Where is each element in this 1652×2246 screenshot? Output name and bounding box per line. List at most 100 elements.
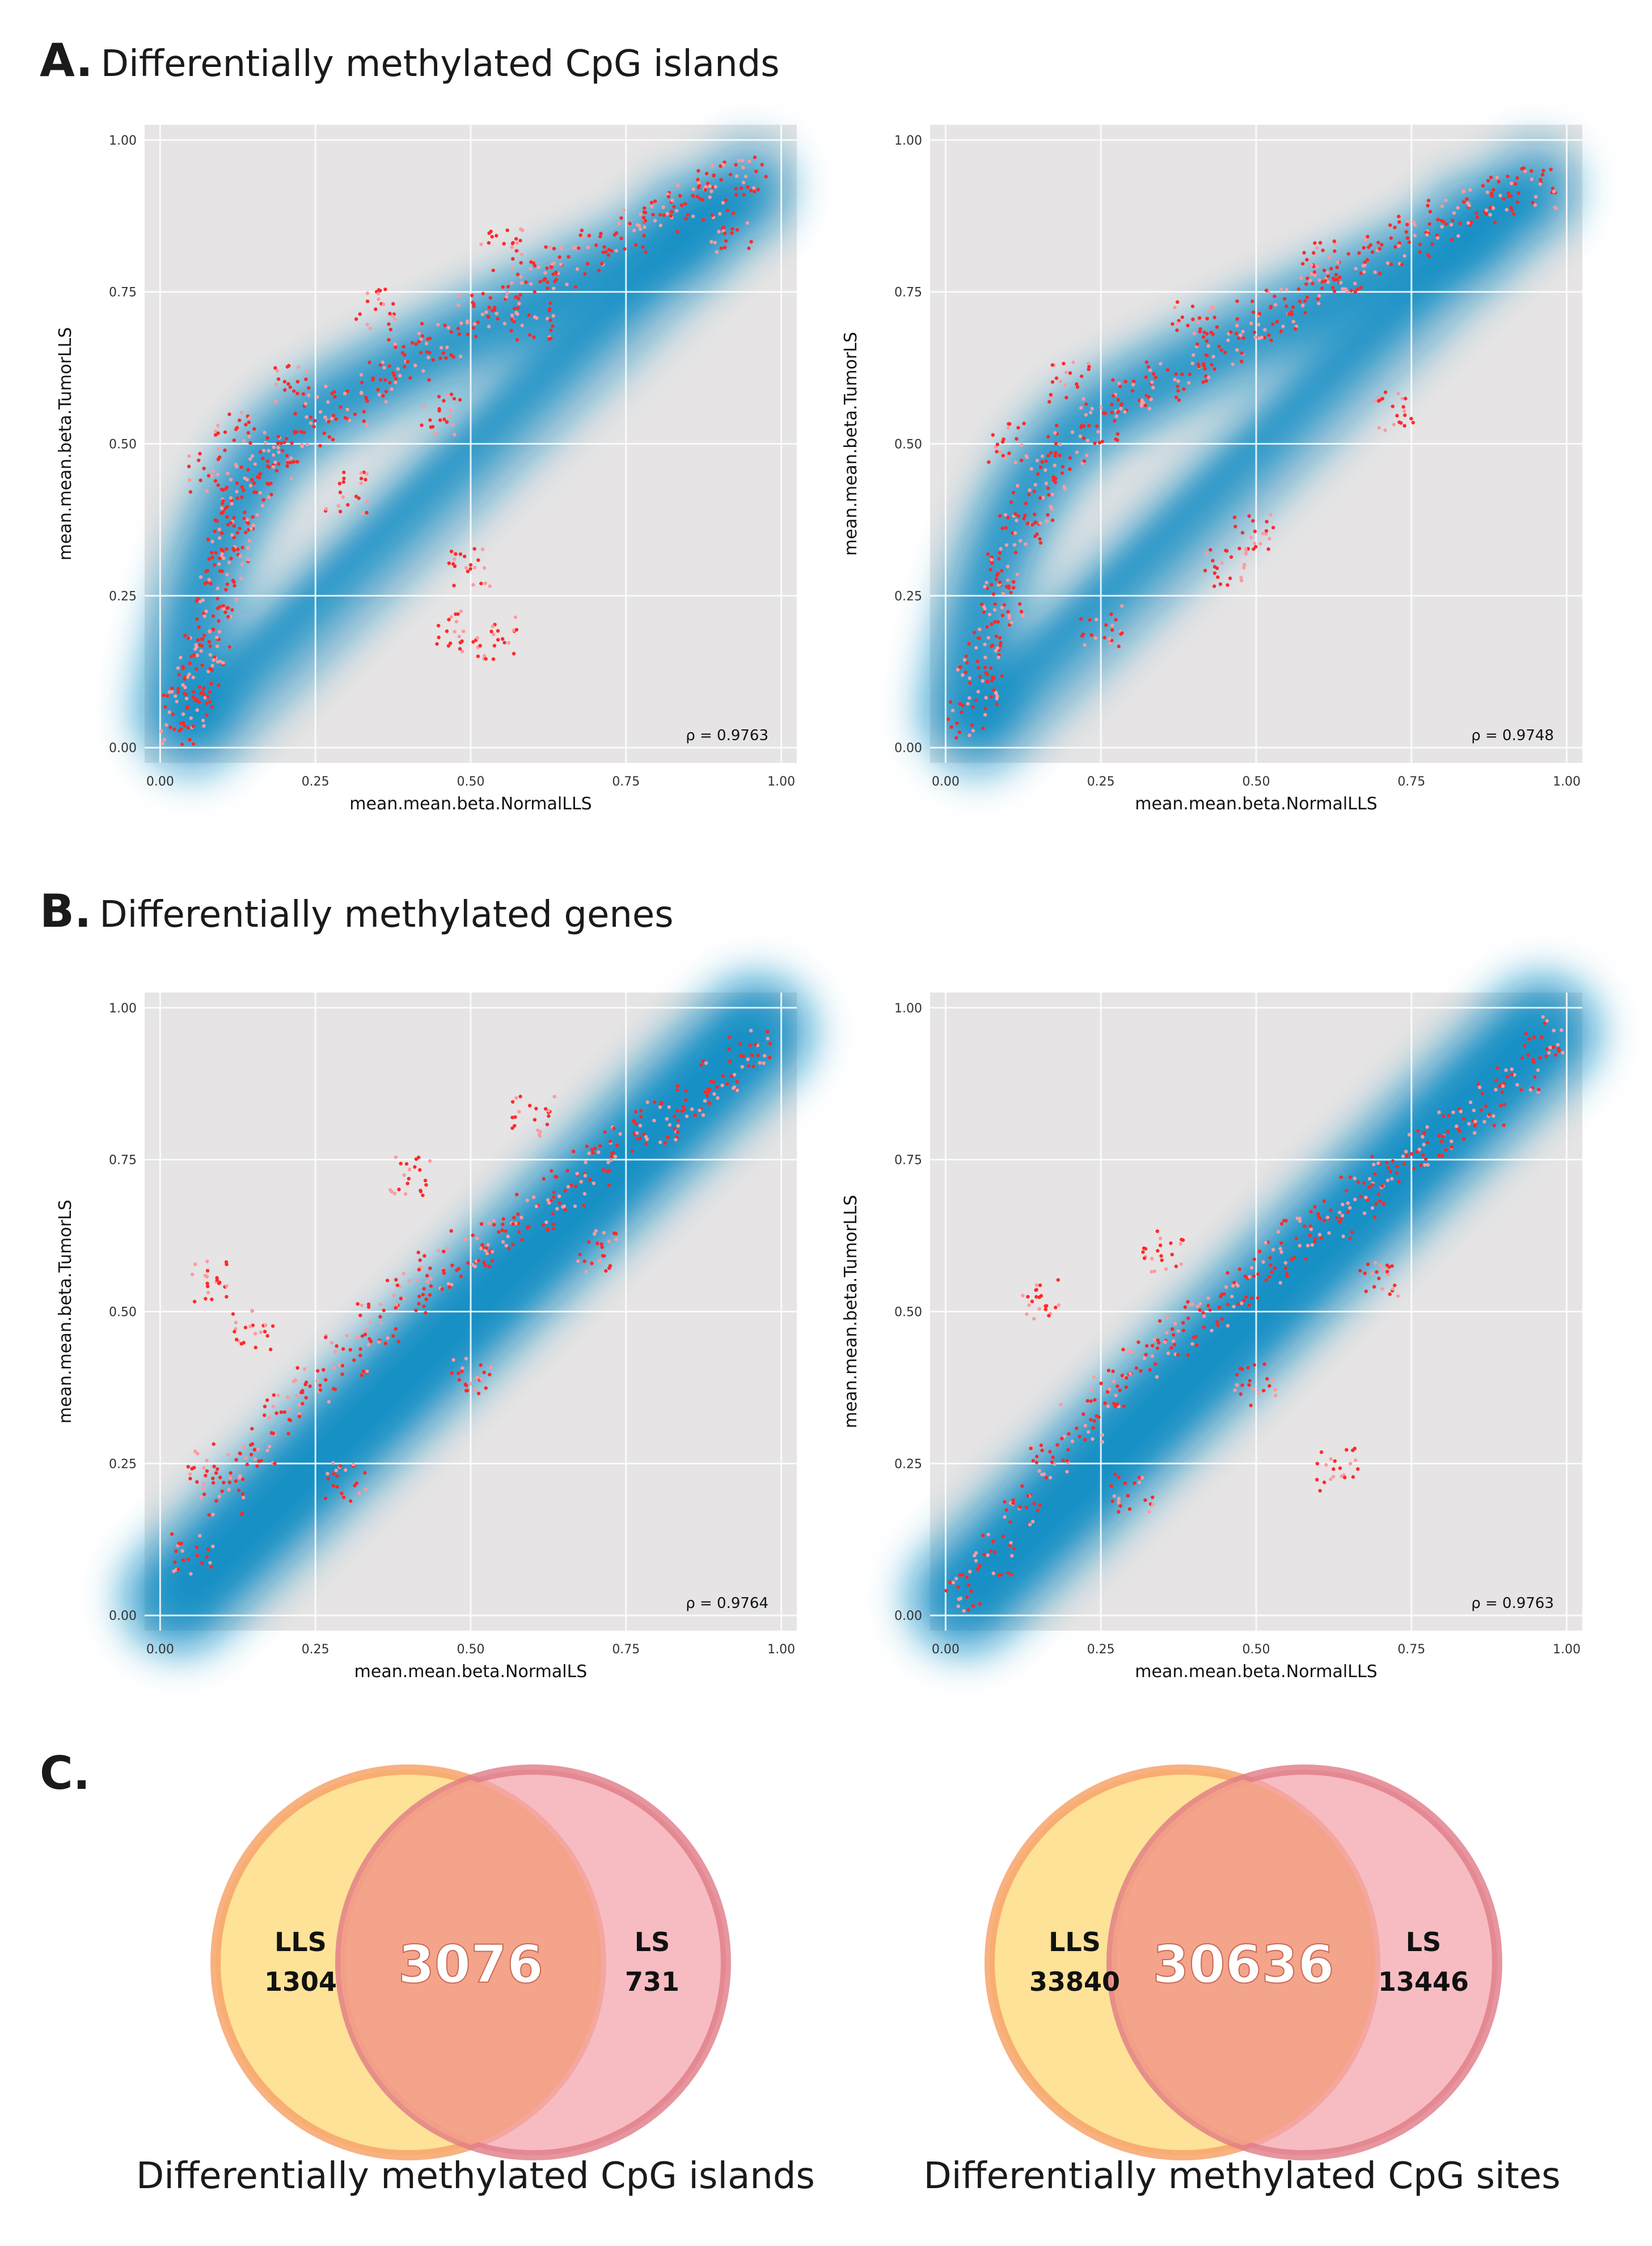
data-point	[174, 694, 178, 698]
data-point	[665, 212, 669, 216]
data-point	[267, 495, 271, 499]
data-point	[1020, 443, 1024, 447]
data-point	[1063, 383, 1067, 387]
data-point	[269, 492, 273, 497]
data-point	[285, 454, 289, 458]
data-point	[207, 557, 212, 561]
data-point	[457, 635, 461, 639]
data-point	[1176, 379, 1180, 383]
data-point	[566, 1185, 571, 1189]
data-point	[367, 1337, 371, 1341]
data-point	[167, 710, 171, 714]
data-point	[662, 213, 666, 217]
data-point	[211, 1544, 215, 1548]
data-point	[987, 613, 992, 617]
data-point	[1261, 531, 1265, 535]
data-point	[330, 416, 334, 421]
data-point	[552, 280, 557, 284]
data-point	[691, 214, 695, 218]
data-point	[215, 1278, 219, 1282]
data-point	[236, 547, 240, 551]
data-point	[1119, 402, 1124, 406]
data-point	[606, 253, 611, 257]
data-point	[994, 691, 998, 695]
data-point	[1404, 396, 1408, 400]
data-point	[1327, 256, 1331, 260]
data-point	[293, 412, 297, 416]
data-point	[377, 297, 381, 301]
data-point	[1203, 367, 1207, 371]
x-tick-label: 1.00	[1553, 775, 1581, 789]
data-point	[660, 1100, 664, 1105]
rho-annotation: ρ = 0.9748	[1471, 727, 1554, 744]
data-point	[615, 1143, 619, 1147]
data-point	[1021, 613, 1025, 618]
data-point	[529, 260, 533, 264]
data-point	[712, 1080, 716, 1084]
data-point	[445, 420, 449, 424]
data-point	[392, 1293, 396, 1298]
data-point	[986, 1553, 990, 1557]
data-point	[231, 579, 235, 582]
data-point	[222, 556, 226, 560]
data-point	[460, 649, 464, 653]
data-point	[1244, 552, 1248, 556]
data-point	[961, 1573, 965, 1577]
data-point	[446, 326, 451, 330]
data-point	[356, 1336, 360, 1340]
section-b-title: B. Differentially methylated genes	[40, 885, 674, 938]
data-point	[421, 1193, 425, 1197]
data-point	[442, 1271, 446, 1275]
data-point	[1110, 628, 1114, 632]
data-point	[291, 460, 296, 464]
data-point	[1108, 636, 1112, 641]
data-point	[1186, 1353, 1190, 1357]
data-point	[982, 610, 986, 614]
data-point	[245, 518, 250, 522]
data-point	[204, 1297, 208, 1301]
data-point	[234, 1458, 238, 1462]
data-point	[528, 333, 532, 337]
data-point	[1262, 336, 1266, 340]
data-point	[1000, 440, 1005, 444]
data-point	[697, 181, 701, 185]
data-point	[995, 442, 1000, 446]
data-point	[1159, 362, 1163, 366]
data-point	[1296, 287, 1301, 291]
data-point	[1339, 281, 1343, 285]
data-point	[489, 1365, 493, 1370]
data-point	[527, 1104, 532, 1108]
data-point	[598, 234, 602, 239]
data-point	[1062, 1434, 1066, 1438]
data-point	[977, 666, 981, 670]
data-point	[552, 247, 556, 251]
data-point	[719, 246, 724, 251]
data-point	[423, 1179, 428, 1183]
data-point	[1005, 564, 1010, 569]
data-point	[1000, 568, 1004, 573]
data-point	[277, 450, 281, 454]
data-point	[365, 423, 369, 427]
data-point	[195, 667, 198, 671]
data-point	[457, 303, 460, 307]
data-point	[563, 1188, 567, 1193]
data-point	[543, 277, 547, 281]
data-point	[1449, 223, 1454, 227]
data-point	[383, 378, 387, 382]
data-point	[1144, 394, 1148, 398]
data-point	[332, 1366, 336, 1370]
data-point	[1265, 520, 1269, 523]
data-point	[991, 1539, 995, 1544]
data-point	[277, 462, 281, 466]
data-point	[210, 539, 214, 543]
data-point	[263, 430, 267, 434]
data-point	[249, 1453, 253, 1456]
data-point	[1011, 491, 1016, 495]
data-point	[170, 686, 174, 690]
data-point	[447, 1285, 452, 1289]
data-point	[358, 312, 362, 316]
data-point	[1115, 1402, 1119, 1407]
data-point	[1404, 230, 1409, 234]
data-point	[402, 1272, 405, 1276]
